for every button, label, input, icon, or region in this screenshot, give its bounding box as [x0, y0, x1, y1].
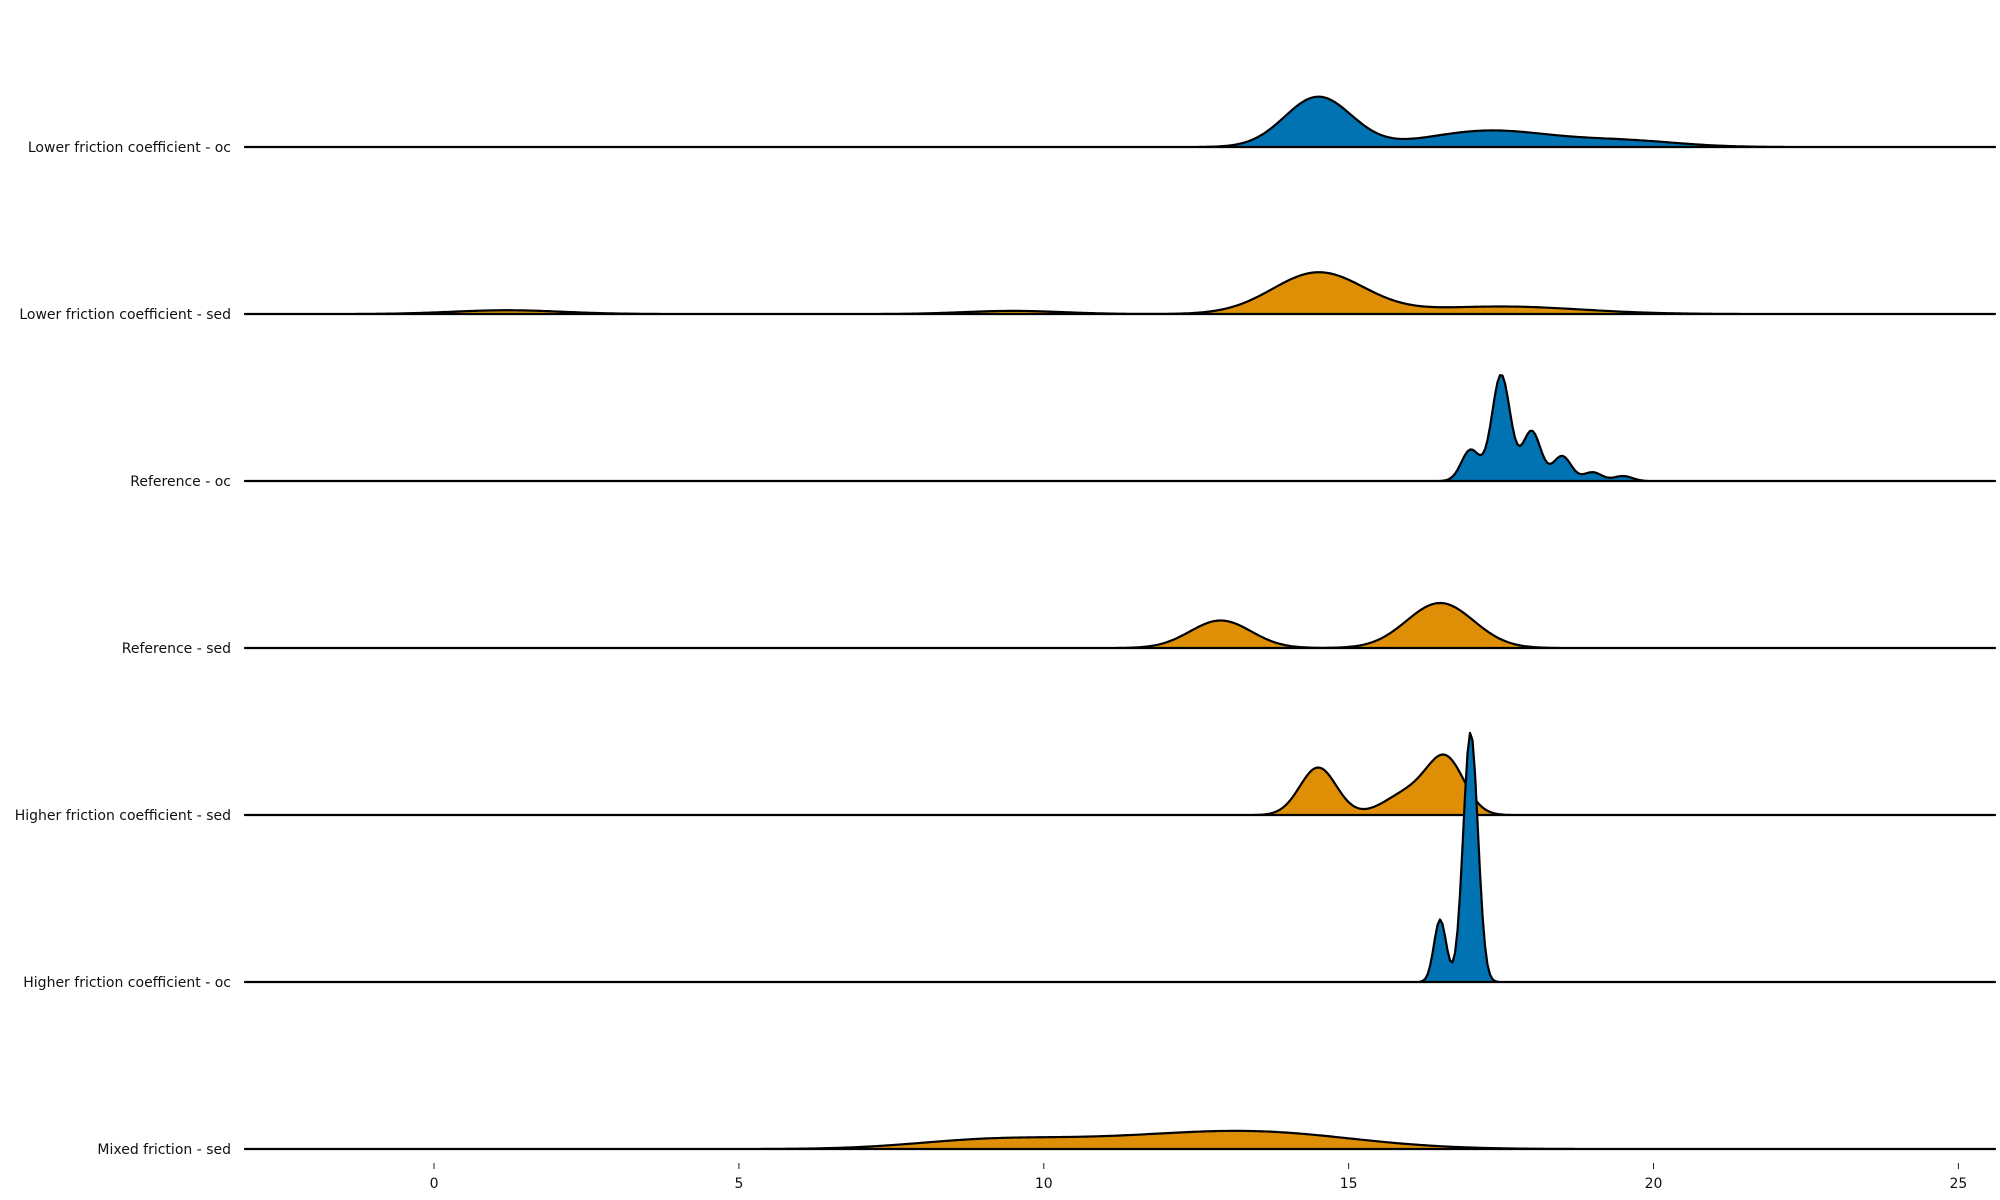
- x-tick-label-15: 15: [1340, 1176, 1358, 1192]
- row-label-higher-friction-coefficient-oc: Higher friction coefficient - oc: [23, 975, 231, 991]
- ridge-reference-oc: [243, 374, 1997, 483]
- ridge-lower-friction-coefficient-oc: [243, 95, 1997, 149]
- ridges-group: [243, 95, 1997, 1151]
- ridge-higher-friction-coefficient-sed: [243, 753, 1997, 817]
- ridge-higher-friction-coefficient-oc: [243, 731, 1997, 984]
- ridge-reference-sed: [243, 601, 1997, 650]
- row-labels-group: Lower friction coefficient - oc Lower fri…: [15, 140, 231, 1158]
- row-label-higher-friction-coefficient-sed: Higher friction coefficient - sed: [15, 808, 231, 824]
- x-tick-label-5: 5: [734, 1176, 743, 1192]
- row-label-lower-friction-coefficient-oc: Lower friction coefficient - oc: [28, 140, 231, 156]
- x-tick-label-25: 25: [1950, 1176, 1968, 1192]
- row-label-reference-oc: Reference - oc: [130, 474, 231, 490]
- ridge-mixed-friction-sed: [243, 1129, 1997, 1151]
- x-tick-label-20: 20: [1645, 1176, 1663, 1192]
- row-label-reference-sed: Reference - sed: [122, 641, 231, 657]
- x-axis: 0 5 10 15 20 25: [430, 1163, 1968, 1192]
- row-label-mixed-friction-sed: Mixed friction - sed: [97, 1142, 231, 1158]
- x-tick-label-0: 0: [430, 1176, 439, 1192]
- x-tick-label-10: 10: [1035, 1176, 1053, 1192]
- row-label-lower-friction-coefficient-sed: Lower friction coefficient - sed: [19, 307, 231, 323]
- ridge-lower-friction-coefficient-sed: [243, 271, 1997, 316]
